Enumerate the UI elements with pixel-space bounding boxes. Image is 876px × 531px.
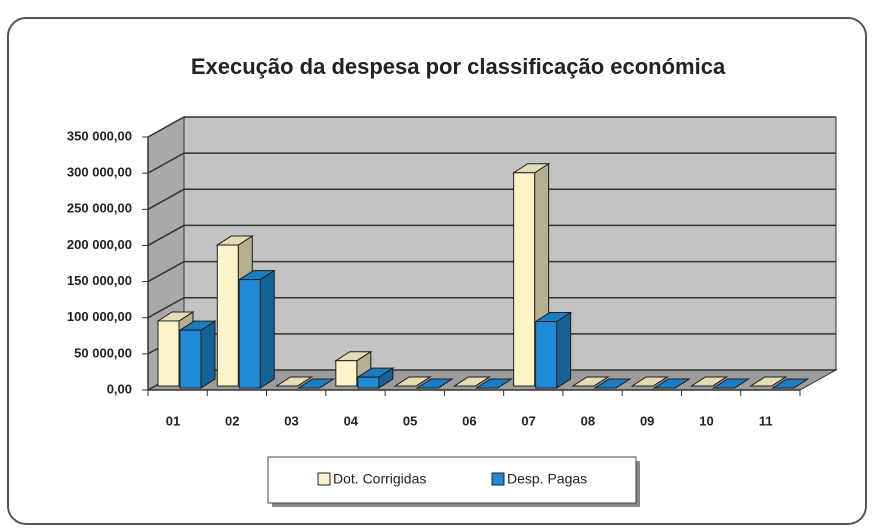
x-tick-label: 10 bbox=[699, 413, 713, 428]
bar-top bbox=[296, 378, 336, 389]
bar-front bbox=[513, 172, 536, 387]
bar bbox=[533, 311, 573, 389]
bar bbox=[393, 376, 432, 387]
bar bbox=[452, 376, 492, 387]
bar-front bbox=[179, 329, 202, 389]
bar-side bbox=[200, 320, 216, 389]
bar bbox=[771, 378, 810, 389]
chart-title: Execução da despesa por classificação ec… bbox=[191, 54, 726, 79]
bar bbox=[178, 320, 217, 389]
bar-side bbox=[556, 311, 572, 389]
x-tick-label: 04 bbox=[344, 413, 359, 428]
legend-swatch bbox=[317, 472, 331, 486]
bar bbox=[749, 376, 788, 387]
bar-top bbox=[474, 378, 514, 389]
y-tick-label: 150 000,00 bbox=[67, 273, 132, 288]
legend-label: Desp. Pagas bbox=[507, 471, 587, 487]
bar bbox=[356, 367, 395, 389]
y-tick-label: 0,00 bbox=[107, 381, 132, 396]
grid-line bbox=[147, 188, 836, 210]
bar-top bbox=[749, 376, 788, 387]
bar bbox=[652, 378, 691, 389]
bar-front bbox=[238, 279, 261, 389]
y-tick-label: 50 000,00 bbox=[74, 345, 132, 360]
bar-top bbox=[689, 376, 729, 387]
legend-label: Dot. Corrigidas bbox=[333, 471, 426, 487]
x-tick-label: 08 bbox=[581, 413, 595, 428]
grid-line bbox=[147, 260, 836, 283]
bar bbox=[571, 376, 610, 387]
bar-front bbox=[535, 320, 558, 389]
bar bbox=[474, 378, 514, 389]
bar-front bbox=[157, 320, 180, 387]
grid-line bbox=[147, 296, 836, 319]
bar bbox=[711, 378, 751, 389]
bar bbox=[274, 376, 314, 387]
x-tick-label: 06 bbox=[462, 413, 476, 428]
back-wall bbox=[183, 116, 837, 371]
grid-line bbox=[147, 224, 836, 247]
bar-top bbox=[771, 378, 810, 389]
bar-side bbox=[259, 269, 275, 389]
grid-line bbox=[147, 116, 836, 138]
bar bbox=[689, 376, 729, 387]
x-tick-label: 09 bbox=[640, 413, 654, 428]
y-tick-label: 200 000,00 bbox=[67, 237, 132, 252]
bar-top bbox=[452, 376, 492, 387]
bar bbox=[237, 269, 276, 389]
bar bbox=[593, 378, 632, 389]
x-tick-label: 03 bbox=[284, 413, 298, 428]
bar-top bbox=[571, 376, 610, 387]
x-tick-label: 02 bbox=[225, 413, 239, 428]
grid-line bbox=[147, 152, 836, 174]
bar bbox=[630, 376, 669, 387]
x-tick-label: 01 bbox=[166, 413, 180, 428]
x-tick-label: 05 bbox=[403, 413, 417, 428]
bar-top bbox=[274, 376, 314, 387]
bar-top bbox=[711, 378, 751, 389]
legend-swatch bbox=[491, 472, 505, 486]
bar bbox=[296, 378, 336, 389]
y-tick-label: 350 000,00 bbox=[67, 128, 132, 143]
x-tick-label: 11 bbox=[759, 413, 773, 428]
bar-top bbox=[630, 376, 669, 387]
bar-top bbox=[652, 378, 691, 389]
y-tick-label: 300 000,00 bbox=[67, 165, 132, 180]
bar-front bbox=[216, 244, 239, 387]
bar-top bbox=[393, 376, 432, 387]
bar-front bbox=[357, 376, 380, 389]
bar-top bbox=[593, 378, 632, 389]
bar-top bbox=[415, 378, 454, 389]
bar bbox=[415, 378, 454, 389]
legend: Dot. Corrigidas Desp. Pagas bbox=[267, 456, 640, 507]
x-tick-label: 07 bbox=[521, 413, 535, 428]
bar-front bbox=[335, 360, 358, 387]
y-tick-label: 250 000,00 bbox=[67, 201, 132, 216]
bar bbox=[334, 350, 373, 387]
plot-area bbox=[146, 116, 838, 391]
y-tick-label: 100 000,00 bbox=[67, 309, 132, 324]
